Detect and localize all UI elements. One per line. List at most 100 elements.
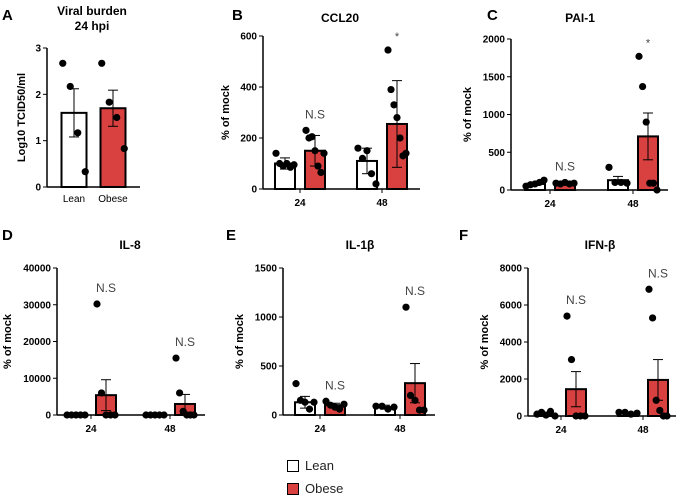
panel-c-obese-24-data-point — [570, 179, 578, 187]
panel-f-obese-24-data-point — [567, 355, 576, 364]
panel-a-title: Viral burden — [57, 4, 127, 18]
panel-c-significance-label-48: * — [646, 37, 651, 49]
panel-c-obese-48-data-point — [635, 52, 643, 60]
panel-a-lean-data-point — [66, 82, 74, 91]
panel-b-obese-24-data-point — [314, 162, 322, 170]
panel-b-lean-48-data-point — [354, 144, 362, 152]
panel-e-significance-label-24: N.S — [325, 378, 345, 392]
panel-f-lean-24-data-point — [551, 412, 559, 420]
panel-e-lean-24-data-point — [305, 405, 314, 413]
panel-a-x-tick-label: Obese — [98, 194, 128, 205]
panel-d-significance-label-24: N.S — [96, 281, 116, 295]
panel-f-y-tick-label: 2000 — [500, 375, 523, 386]
panel-b-lean-24-data-point — [290, 161, 298, 169]
panel-c-lean-48-data-point — [611, 178, 619, 187]
panel-a-lean-data-point — [81, 168, 89, 176]
panel-f-significance-label-48: N.S — [648, 266, 668, 280]
panel-b-x-tick-label: 24 — [294, 198, 306, 209]
panel-d-x-tick-label: 24 — [85, 424, 97, 435]
panel-b-y-tick-label: 200 — [240, 134, 257, 145]
panel-c-obese-48-data-point — [649, 179, 658, 187]
panel-e-obese-48-data-point — [406, 391, 415, 399]
legend-swatch-lean — [287, 459, 299, 472]
panel-c-lean-24-data-point — [540, 176, 548, 184]
panel-e-lean-48-data-point — [390, 403, 398, 411]
panel-f-obese-48-data-point — [656, 406, 664, 415]
panel-b-obese-48-data-point — [384, 46, 392, 54]
panel-e-obese-24-data-point — [335, 405, 344, 413]
panel-f-obese-48-data-point — [652, 396, 660, 404]
legend-swatch-obese — [287, 482, 299, 495]
panel-e-title: IL-1β — [346, 238, 375, 252]
panel-d-obese-24-data-point — [111, 411, 119, 419]
panel-b-y-tick-label: 600 — [240, 32, 257, 43]
panel-c-obese-48-data-point — [642, 118, 650, 126]
panel-e-y-tick-label: 1500 — [255, 264, 278, 275]
panel-b-obese-48-data-point — [387, 85, 395, 94]
panel-a-obese-data-point — [98, 59, 106, 67]
panel-f-obese-24-data-point — [581, 412, 589, 420]
panel-a-lean-data-point — [59, 59, 67, 67]
panel-d-lean-24-data-point — [81, 411, 89, 419]
panel-d-obese-24-data-point — [97, 389, 106, 397]
panel-d-title: IL-8 — [119, 238, 141, 252]
panel-f-lean-48-data-point — [621, 408, 629, 416]
panel-c-lean-48-data-point — [605, 163, 613, 171]
panel-f-obese-24-data-point — [563, 312, 571, 320]
panel-a-y-tick-label: 1 — [35, 136, 41, 147]
panel-f-y-tick-label: 8000 — [500, 264, 523, 275]
panel-b-lean-48-data-point — [363, 147, 371, 155]
panel-e-lean-24-data-point — [310, 398, 318, 406]
panel-e-x-tick-label: 48 — [394, 424, 406, 435]
panel-d-x-tick-label: 48 — [164, 424, 176, 435]
panel-f-obese-48-data-point — [645, 285, 653, 293]
panel-b-lean-48-data-point — [372, 180, 380, 188]
panel-f-y-tick-label: 6000 — [500, 301, 523, 312]
legend-label-obese: Obese — [305, 481, 344, 496]
panel-b-y-label: % of mock — [220, 84, 232, 140]
panel-a-obese-data-point — [120, 144, 128, 153]
legend-label-lean: Lean — [305, 458, 334, 473]
panel-b-lean-48-data-point — [367, 170, 376, 178]
panel-c-x-tick-label: 24 — [544, 199, 556, 210]
panel-e-lean-24-data-point — [292, 380, 300, 388]
panel-c-y-label: % of mock — [462, 86, 474, 142]
panel-f-lean-48-data-point — [633, 409, 641, 417]
panel-e-y-label: % of mock — [234, 313, 246, 369]
panel-a-x-tick-label: Lean — [63, 194, 85, 205]
panel-e-obese-48-data-point — [420, 406, 428, 414]
legend-obese: Obese — [287, 481, 343, 496]
panel-f-significance-label-24: N.S — [566, 293, 586, 307]
panel-f-x-tick-label: 24 — [555, 425, 567, 436]
panel-b-lean-48-data-point — [358, 154, 367, 162]
panel-a-subtitle: 24 hpi — [75, 19, 110, 33]
panel-f-title: IFN-β — [585, 238, 616, 252]
panel-c-obese-48-data-point — [653, 186, 661, 194]
panel-f-lean-48-data-point — [615, 408, 623, 416]
panel-e-lean-48-data-point — [372, 402, 380, 410]
panel-c-obese-48-data-point — [639, 82, 647, 91]
panel-d-y-tick-label: 10000 — [23, 374, 51, 385]
panel-a-letter: A — [2, 7, 13, 24]
panel-e-significance-label-48: N.S — [405, 284, 425, 298]
panel-a-y-tick-label: 0 — [35, 183, 41, 194]
panel-c-y-tick-label: 2000 — [483, 35, 506, 46]
panel-f-y-label: % of mock — [479, 314, 491, 370]
panel-d-obese-48-data-point — [172, 354, 180, 362]
panel-b-obese-24-data-point — [311, 147, 319, 155]
panel-b-significance-label-24: N.S — [305, 107, 325, 121]
panel-a-y-tick-label: 3 — [35, 44, 41, 55]
panel-e-x-tick-label: 24 — [314, 424, 326, 435]
panel-b-obese-48-data-point — [390, 101, 398, 109]
panel-d-obese-24-data-point — [93, 300, 101, 308]
panel-c-y-tick-label: 1000 — [483, 110, 506, 121]
panel-c-title: PAI-1 — [565, 11, 595, 25]
panel-c-x-tick-label: 48 — [627, 199, 639, 210]
panel-b-y-tick-label: 400 — [240, 83, 257, 94]
panel-d-obese-48-data-point — [190, 411, 198, 419]
panel-b-letter: B — [232, 7, 243, 24]
panel-f-y-tick-label: 0 — [516, 412, 522, 423]
panel-b-obese-48-data-point — [393, 114, 401, 122]
panel-f-obese-48-data-point — [649, 314, 657, 322]
panel-b-y-tick-label: 0 — [251, 185, 257, 196]
